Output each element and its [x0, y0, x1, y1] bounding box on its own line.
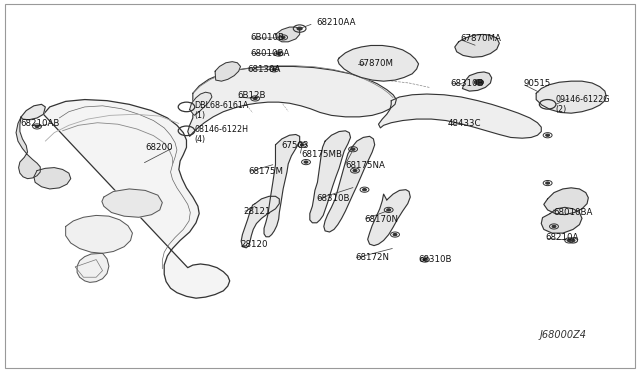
Text: 68175M: 68175M — [249, 167, 284, 176]
Polygon shape — [324, 137, 374, 232]
Polygon shape — [215, 62, 241, 81]
Polygon shape — [188, 67, 396, 137]
Polygon shape — [338, 45, 419, 81]
Circle shape — [297, 27, 302, 30]
Polygon shape — [541, 207, 582, 233]
Circle shape — [552, 225, 556, 228]
Text: 68310B: 68310B — [317, 195, 350, 203]
Polygon shape — [44, 100, 230, 298]
Text: 28120: 28120 — [241, 240, 268, 249]
Polygon shape — [189, 92, 212, 115]
Circle shape — [567, 239, 571, 241]
Text: 68172N: 68172N — [355, 253, 389, 262]
Polygon shape — [544, 188, 588, 215]
Polygon shape — [16, 117, 40, 179]
Text: 68200: 68200 — [145, 143, 173, 152]
Circle shape — [477, 81, 481, 83]
Polygon shape — [368, 190, 410, 246]
Text: 68210AA: 68210AA — [317, 18, 356, 27]
Text: 68310B: 68310B — [419, 255, 452, 264]
Text: 68310B: 68310B — [451, 78, 484, 87]
Circle shape — [474, 80, 483, 85]
Polygon shape — [275, 27, 300, 42]
Text: DBL68-6161A
(1): DBL68-6161A (1) — [194, 101, 248, 120]
Polygon shape — [455, 35, 499, 57]
Text: 67870M: 67870M — [358, 60, 393, 68]
Circle shape — [351, 148, 355, 150]
Text: 68210AB: 68210AB — [20, 119, 60, 128]
Circle shape — [272, 68, 276, 71]
Circle shape — [353, 170, 357, 171]
Text: 48433C: 48433C — [447, 119, 481, 128]
Polygon shape — [77, 253, 109, 282]
Text: 08146-6122H
(4): 08146-6122H (4) — [194, 125, 248, 144]
Text: 68175NA: 68175NA — [346, 161, 385, 170]
Text: 68010BA: 68010BA — [554, 208, 593, 217]
Text: 68175MB: 68175MB — [301, 150, 342, 159]
Circle shape — [571, 239, 575, 241]
Polygon shape — [102, 189, 163, 217]
Text: 6B12B: 6B12B — [237, 92, 266, 100]
Text: 28121: 28121 — [244, 207, 271, 216]
Text: 90515: 90515 — [524, 78, 551, 87]
Polygon shape — [378, 94, 541, 138]
Polygon shape — [66, 215, 132, 253]
Polygon shape — [34, 168, 71, 189]
Circle shape — [546, 134, 550, 137]
Text: 68010BA: 68010BA — [250, 49, 289, 58]
Text: 68130A: 68130A — [247, 65, 280, 74]
Circle shape — [393, 234, 397, 235]
Text: 67503: 67503 — [282, 141, 309, 150]
Polygon shape — [310, 131, 351, 223]
Polygon shape — [536, 81, 606, 113]
Text: 68170N: 68170N — [365, 215, 399, 224]
Text: J68000Z4: J68000Z4 — [540, 330, 587, 340]
Circle shape — [253, 97, 257, 100]
Text: 68210A: 68210A — [546, 233, 579, 242]
Text: 09146-6122G
(2): 09146-6122G (2) — [556, 94, 610, 114]
Circle shape — [363, 189, 367, 191]
Circle shape — [423, 259, 427, 261]
Polygon shape — [264, 135, 300, 237]
Circle shape — [281, 36, 285, 38]
Circle shape — [300, 144, 304, 146]
Circle shape — [546, 182, 550, 184]
Circle shape — [276, 52, 280, 55]
Polygon shape — [21, 104, 45, 120]
Text: 6B010B: 6B010B — [250, 32, 284, 42]
Circle shape — [387, 209, 390, 211]
Polygon shape — [463, 72, 492, 91]
Text: 67870MA: 67870MA — [460, 33, 500, 43]
Circle shape — [304, 161, 308, 163]
Circle shape — [35, 125, 39, 128]
Polygon shape — [241, 196, 279, 248]
